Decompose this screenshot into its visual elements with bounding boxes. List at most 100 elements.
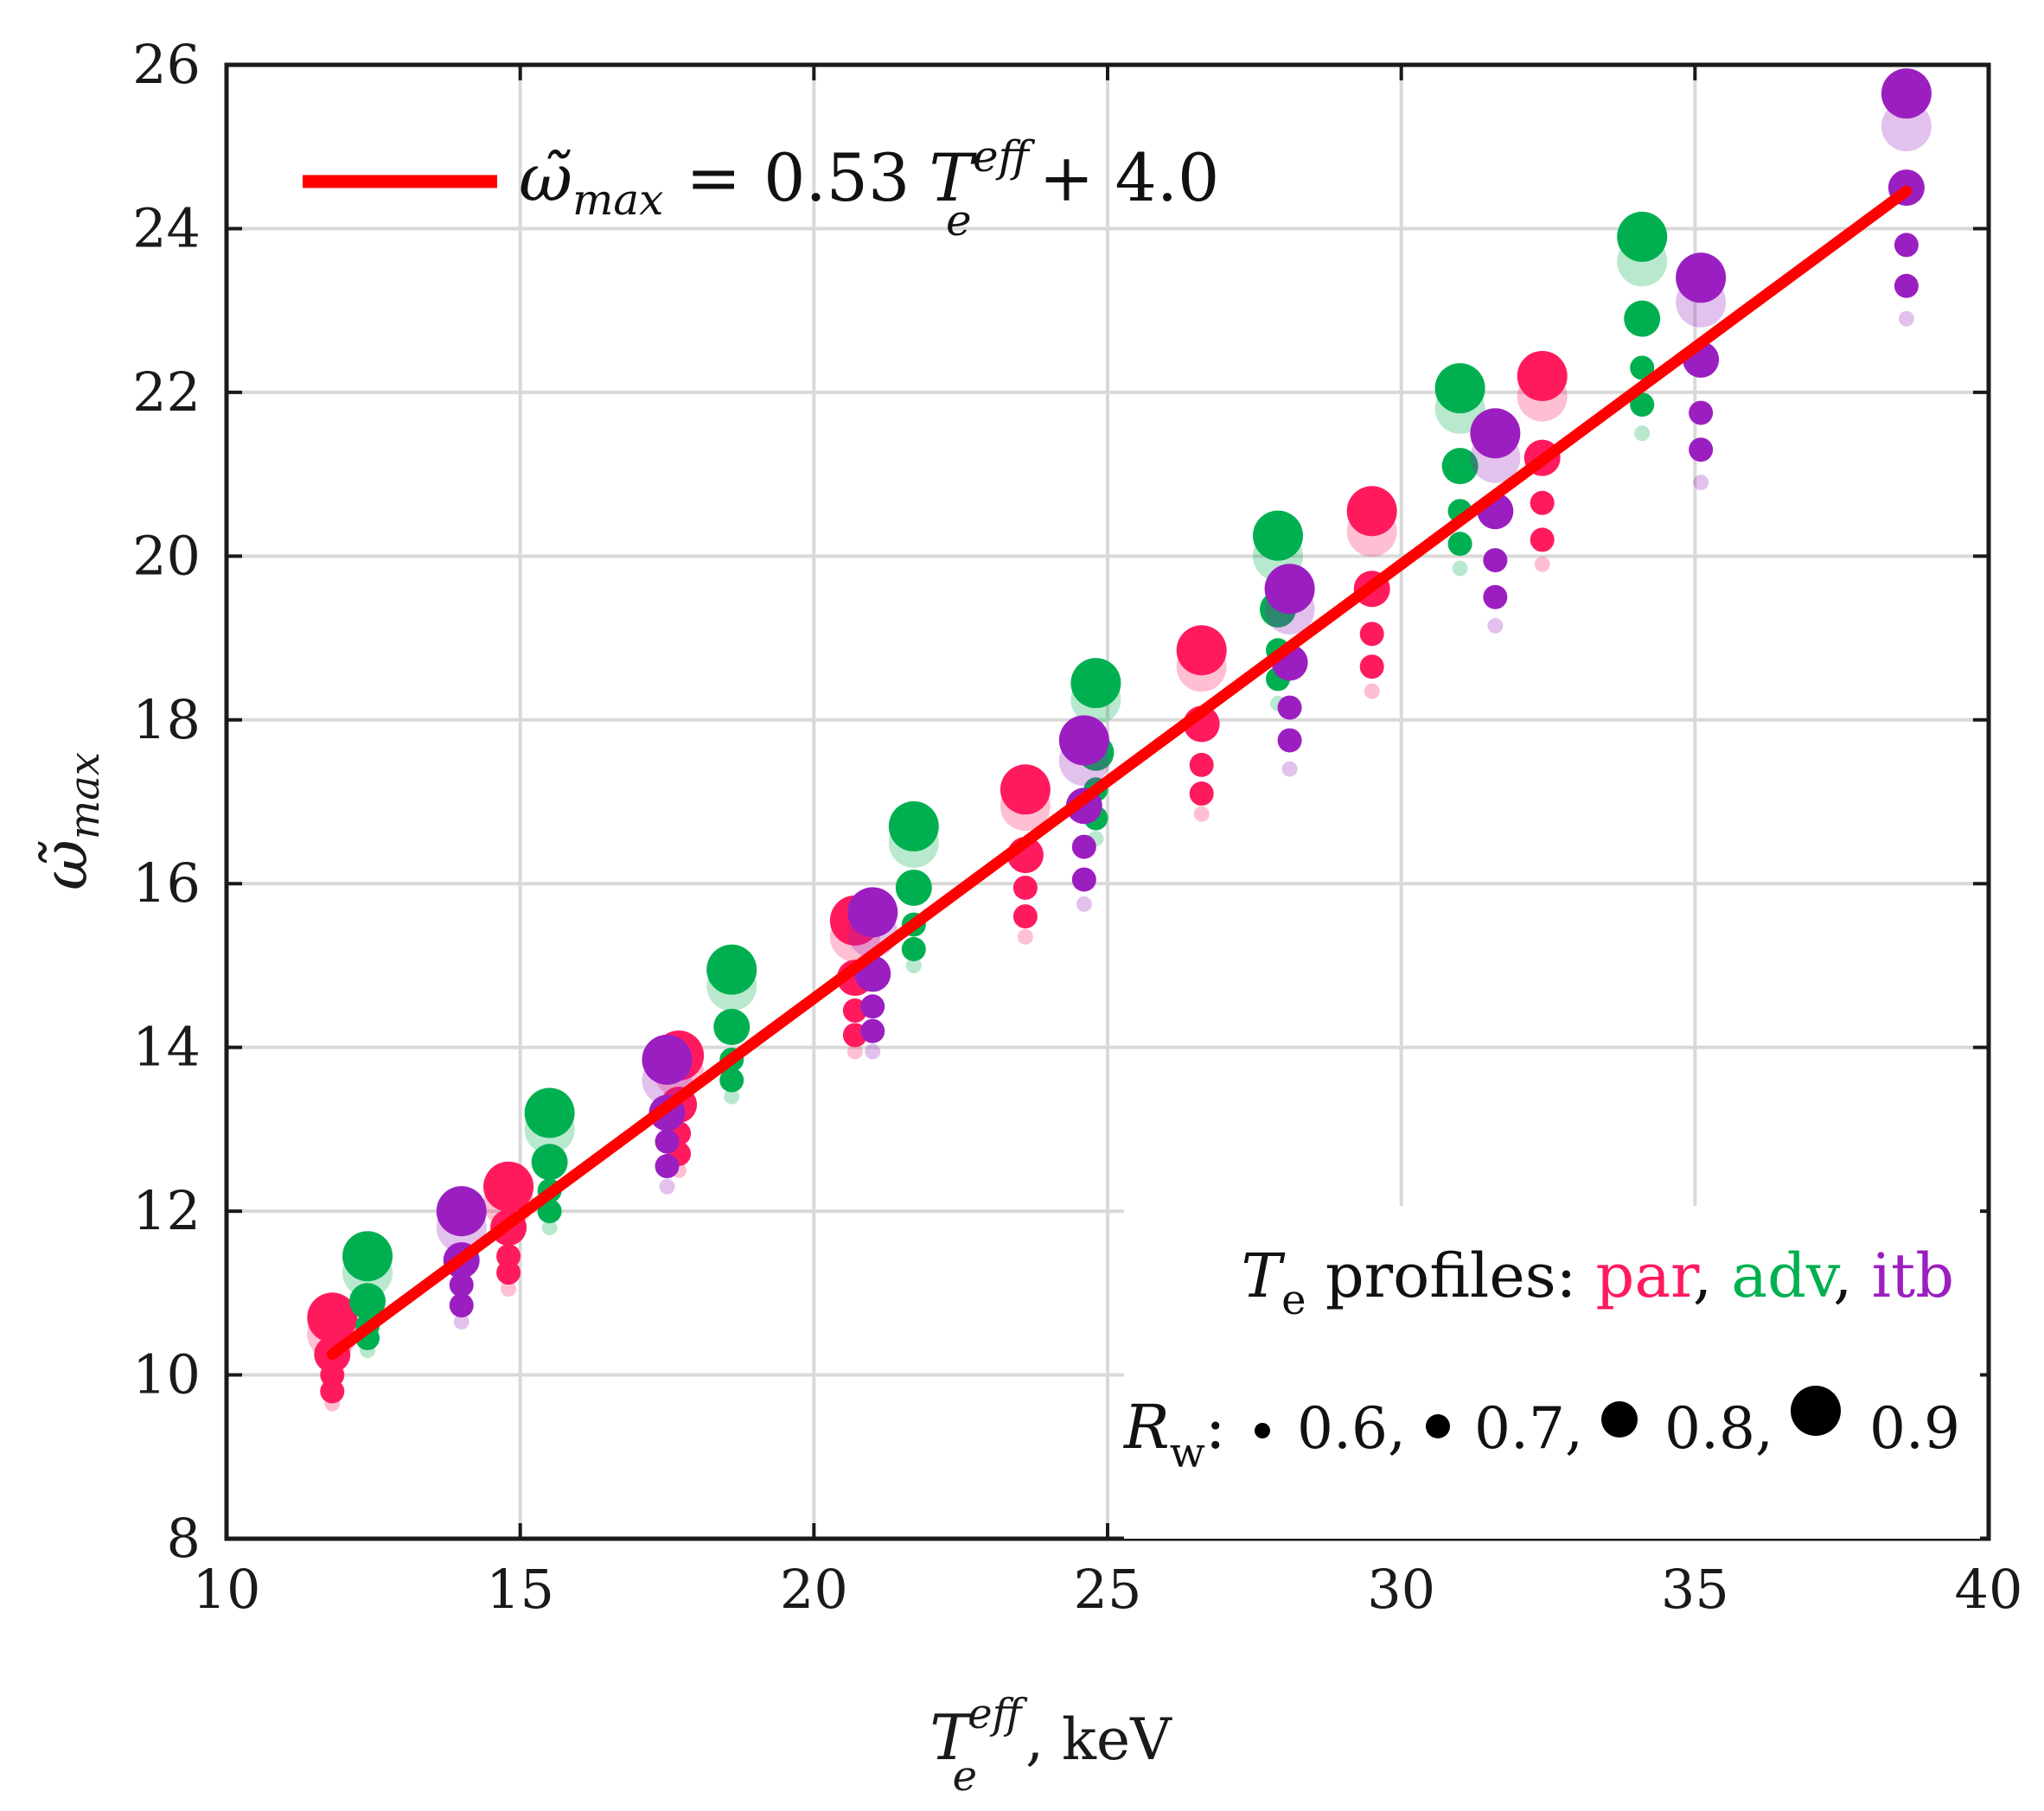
size-legend-marker-0.8 — [1601, 1401, 1638, 1438]
fit-legend-lhs: ω̃ — [519, 139, 572, 216]
fit-legend-var: T — [929, 139, 977, 216]
x-tick-label-10: 10 — [193, 1558, 261, 1621]
x-axis-title-sup: eff — [968, 1690, 1027, 1738]
point-adv-13 — [1452, 560, 1468, 577]
profile-legend-itb: itb — [1872, 1240, 1954, 1311]
size-legend-marker-0.9 — [1791, 1386, 1841, 1436]
size-legend-colon: : — [1205, 1392, 1226, 1463]
point-par-3 — [501, 1281, 517, 1298]
point-par-47 — [1530, 527, 1555, 552]
legend-backdrop — [1124, 1206, 1980, 1539]
point-itb-20 — [642, 1034, 693, 1085]
y-tick-label-10: 10 — [132, 1343, 201, 1406]
fit-legend-lhs-sub: max — [572, 175, 663, 225]
fit-legend-var-sub: e — [946, 195, 972, 246]
y-tick-label-24: 24 — [132, 196, 201, 259]
point-par-32 — [1000, 764, 1051, 815]
x-tick-label-20: 20 — [780, 1558, 848, 1621]
point-itb-22 — [655, 1129, 680, 1154]
point-itb-42 — [1689, 400, 1714, 425]
grid — [227, 65, 1989, 1539]
point-adv-7 — [905, 957, 922, 973]
point-adv-24 — [706, 944, 757, 995]
point-par-20 — [483, 1161, 534, 1212]
point-par-36 — [1176, 625, 1227, 676]
point-itb-23 — [655, 1154, 680, 1179]
point-adv-47 — [1630, 392, 1655, 418]
size-legend-marker-0.7 — [1426, 1414, 1450, 1438]
x-tick-label-15: 15 — [486, 1558, 554, 1621]
point-adv-16 — [342, 1231, 393, 1282]
size-legend-label-0.9: 0.9 — [1869, 1395, 1960, 1462]
point-adv-29 — [895, 869, 932, 906]
point-itb-47 — [1894, 273, 1919, 298]
point-adv-15 — [1634, 425, 1651, 442]
point-adv-5 — [724, 1088, 740, 1105]
y-tick-label-18: 18 — [132, 688, 201, 751]
profile-legend-sep-1: , — [1693, 1240, 1732, 1311]
point-par-16 — [307, 1292, 358, 1343]
point-par-35 — [1012, 904, 1038, 929]
point-adv-45 — [1624, 300, 1661, 337]
point-par-46 — [1530, 490, 1555, 515]
point-itb-28 — [1058, 715, 1109, 766]
point-itb-36 — [1470, 408, 1521, 459]
y-tick-label-8: 8 — [167, 1507, 201, 1570]
point-itb-16 — [436, 1186, 487, 1237]
fit-legend-coef: 0.53 — [763, 139, 910, 216]
point-par-7 — [846, 1043, 863, 1060]
point-itb-13 — [1693, 475, 1709, 491]
point-adv-44 — [1617, 211, 1668, 262]
point-itb-11 — [1487, 617, 1504, 634]
point-par-13 — [1364, 683, 1380, 699]
point-itb-26 — [860, 994, 885, 1019]
size-legend-prefix-sub: w — [1170, 1429, 1205, 1477]
point-adv-31 — [901, 937, 926, 961]
fit-legend: ω̃max = 0.53 Teff e + 4.0 — [303, 131, 1219, 246]
point-itb-7 — [1076, 896, 1092, 912]
point-itb-39 — [1483, 584, 1508, 609]
point-par-42 — [1359, 622, 1384, 647]
point-adv-40 — [1434, 363, 1485, 414]
profile-legend-label: profiles: — [1306, 1240, 1596, 1311]
y-tick-label-14: 14 — [132, 1016, 201, 1079]
fit-legend-equals: = — [686, 139, 741, 216]
point-itb-18 — [449, 1272, 474, 1298]
point-itb-24 — [847, 887, 898, 938]
point-itb-31 — [1071, 867, 1096, 892]
y-axis-title-sub: max — [61, 752, 109, 839]
fit-legend-plus: + 4.0 — [1039, 139, 1220, 216]
point-adv-41 — [1441, 448, 1479, 485]
size-legend-prefix: R — [1122, 1392, 1170, 1463]
point-par-15 — [1534, 556, 1550, 572]
fit-line-group — [326, 185, 1913, 1360]
point-par-19 — [320, 1379, 345, 1404]
point-adv-27 — [719, 1068, 744, 1093]
x-axis-title: Teff e , keV — [929, 1690, 1172, 1801]
y-tick-label-22: 22 — [132, 360, 201, 424]
point-adv-23 — [537, 1199, 562, 1224]
point-itb-43 — [1689, 437, 1714, 462]
size-legend-label-0.8: 0.8, — [1664, 1395, 1773, 1462]
point-adv-20 — [524, 1087, 575, 1138]
point-itb-15 — [1898, 310, 1914, 327]
profile-legend-prefix-sub: e — [1281, 1276, 1306, 1324]
point-par-9 — [1017, 928, 1033, 945]
x-axis-title-sub: e — [953, 1752, 977, 1801]
data-markers — [307, 68, 1932, 1412]
series-adv — [342, 211, 1668, 1359]
point-adv-36 — [1253, 510, 1304, 561]
point-adv-28 — [888, 800, 939, 851]
x-tick-label-35: 35 — [1661, 1558, 1729, 1621]
y-tick-label-26: 26 — [132, 33, 201, 96]
x-tick-label-30: 30 — [1367, 1558, 1435, 1621]
y-tick-label-20: 20 — [132, 524, 201, 587]
x-tick-label-25: 25 — [1074, 1558, 1142, 1621]
point-itb-32 — [1264, 564, 1315, 615]
point-par-11 — [1193, 806, 1210, 822]
fit-legend-label: ω̃max = 0.53 Teff e + 4.0 — [519, 131, 1219, 246]
x-tick-label-40: 40 — [1955, 1558, 2023, 1621]
point-par-40 — [1346, 486, 1397, 537]
